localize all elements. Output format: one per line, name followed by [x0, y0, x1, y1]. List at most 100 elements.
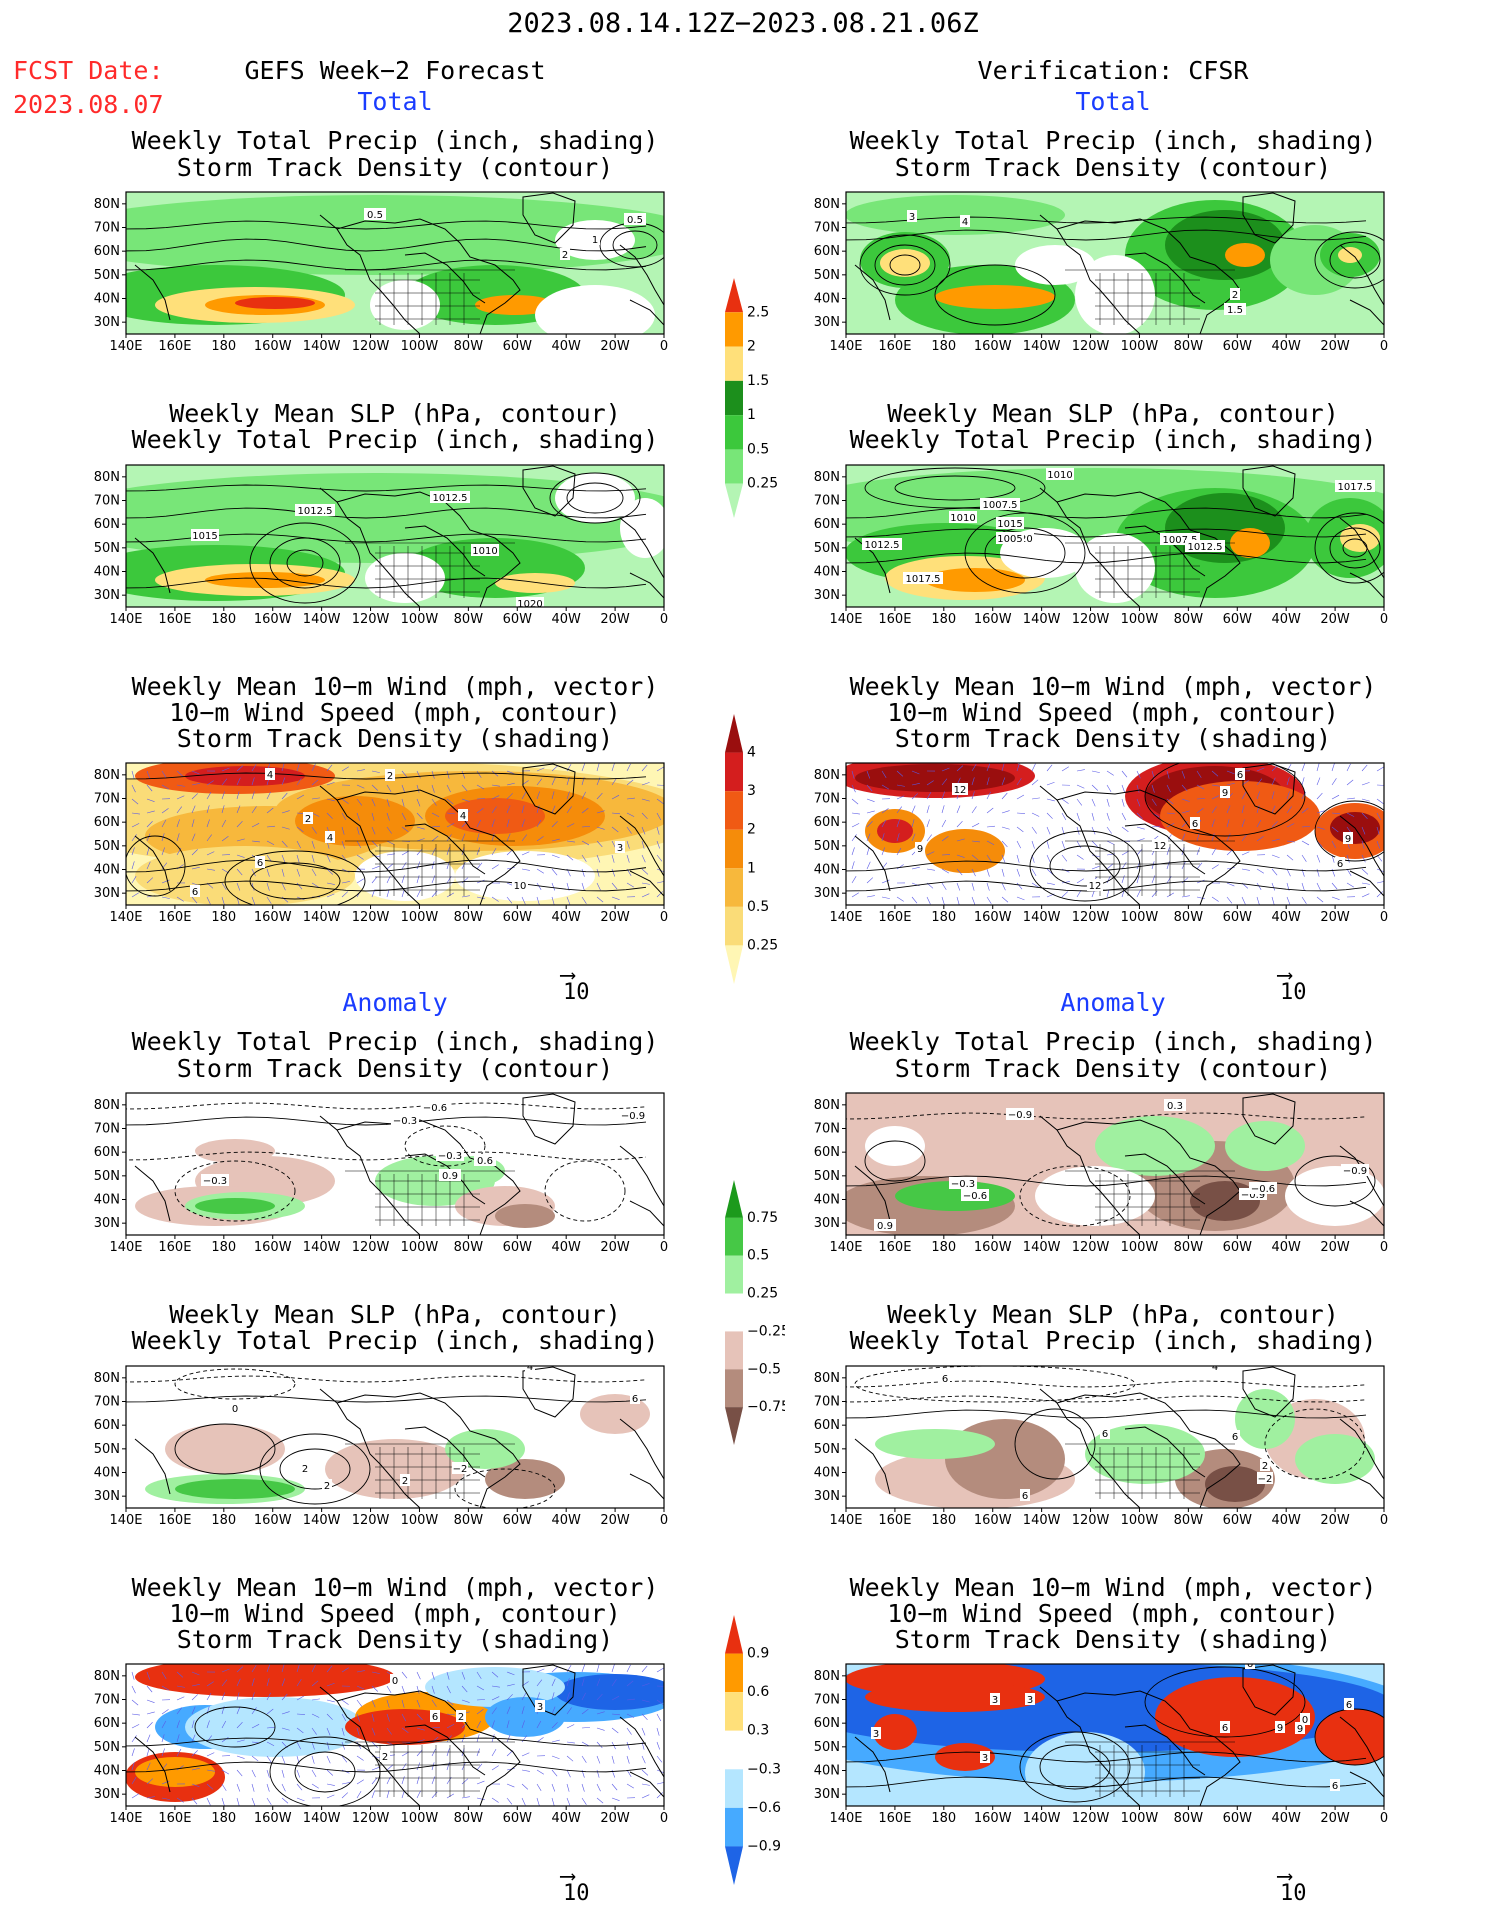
contour-label-bg	[430, 1710, 440, 1722]
wind-vector	[1016, 896, 1025, 901]
contour-label: 4	[962, 217, 968, 228]
contour-label-bg	[990, 1693, 1000, 1705]
wind-vector	[551, 1755, 560, 1760]
coastline	[1056, 1392, 1241, 1508]
wind-vector	[1271, 838, 1280, 842]
wind-vector	[941, 791, 945, 800]
lon-tick-label: 20W	[1320, 339, 1350, 354]
wind-vector	[566, 1769, 571, 1778]
contour-label-bg	[322, 1479, 332, 1491]
wind-vector	[1061, 891, 1069, 898]
contour-label-bg	[400, 1474, 410, 1486]
lat-tick-label: 30N	[814, 315, 840, 330]
contour-label: −0.9	[1343, 1166, 1367, 1177]
wind-vector	[326, 798, 335, 802]
wind-vector	[956, 882, 961, 891]
lon-tick-label: 40W	[551, 339, 581, 354]
wind-vector	[281, 826, 290, 830]
lat-tick-label: 70N	[94, 1395, 120, 1410]
wind-vector	[626, 854, 630, 863]
L1-title-2: Storm Track Density (contour)	[176, 153, 614, 182]
wind-vector	[281, 1755, 286, 1764]
contour-label: 1020	[517, 599, 542, 610]
wind-vector	[926, 868, 935, 871]
wind-vector	[251, 1707, 257, 1715]
wind-vector	[521, 1720, 525, 1729]
wind-vector	[1106, 770, 1114, 776]
wind-vector	[131, 812, 140, 815]
wind-vector	[551, 777, 556, 786]
wind-vector	[491, 1720, 495, 1729]
coastline	[629, 1200, 664, 1227]
shading-blob	[935, 285, 1055, 309]
wind-vector	[611, 826, 619, 833]
contour-label-bg	[452, 1462, 468, 1474]
colorbar-label: 2.5	[747, 304, 769, 320]
wind-vector	[551, 868, 558, 876]
wind-vector	[461, 770, 466, 779]
wind-vector	[386, 1713, 390, 1722]
wind-vector	[596, 1769, 600, 1778]
wind-vector	[971, 896, 976, 905]
wind-vector	[1211, 847, 1217, 856]
fcst-date-label: FCST Date:	[13, 56, 164, 85]
wind-vector	[911, 819, 915, 828]
wind-vector	[296, 1695, 305, 1701]
wind-vector	[1136, 848, 1143, 856]
wind-vector	[416, 861, 421, 870]
wind-vector	[311, 1727, 317, 1735]
contour-line	[846, 1776, 1367, 1788]
lon-tick-label: 80W	[1174, 1240, 1204, 1255]
contour-label-bg	[303, 812, 313, 824]
contour-label: 6	[257, 858, 263, 869]
wind-vector	[311, 1755, 315, 1764]
wind-vector	[851, 823, 860, 828]
wind-vector	[281, 777, 286, 786]
shading-blob	[195, 1139, 275, 1163]
wind-vector	[551, 791, 555, 800]
contour-label-bg	[190, 885, 200, 897]
wind-vector	[971, 806, 977, 814]
wind-vector	[1046, 854, 1051, 863]
wind-vector	[581, 826, 590, 828]
wind-vector	[341, 840, 345, 849]
wind-vector	[296, 840, 301, 849]
wind-vector	[1316, 810, 1325, 814]
lat-tick-label: 80N	[94, 1669, 120, 1684]
wind-vector	[221, 819, 227, 828]
wind-vector	[236, 1797, 240, 1806]
colorbar-swatch	[725, 312, 743, 347]
coastline	[1242, 1664, 1296, 1716]
wind-vector	[191, 1684, 200, 1687]
wind-vector	[1301, 854, 1307, 862]
contour-label-bg	[1245, 1664, 1255, 1669]
wind-vector	[1181, 770, 1186, 779]
wind-vector	[566, 1797, 571, 1806]
contour-label: 12	[1089, 881, 1102, 892]
wind-vector	[1031, 763, 1036, 772]
wind-vector	[506, 1768, 515, 1771]
L4-title-2: Storm Track Density (contour)	[176, 1054, 614, 1083]
wind-vector	[431, 1685, 435, 1694]
lat-tick-label: 70N	[814, 1395, 840, 1410]
wind-vector	[1121, 826, 1129, 833]
wind-vector	[416, 1762, 421, 1771]
wind-vector	[1181, 861, 1186, 870]
wind-vector	[1241, 791, 1247, 800]
wind-vector	[1331, 840, 1336, 849]
wind-vector	[281, 1783, 286, 1792]
colorbar-label: 0.25	[747, 476, 778, 492]
colorbar-storm-track-anomaly: 0.90.60.3−0.3−0.6−0.9	[725, 1615, 781, 1885]
wind-vector	[221, 896, 225, 905]
wind-vector	[581, 882, 585, 891]
wind-vector	[236, 1739, 245, 1743]
contour-line	[126, 577, 647, 589]
wind-vector	[401, 1699, 405, 1708]
wind-vector	[251, 1755, 259, 1762]
wind-vector	[326, 781, 335, 786]
right-anomaly-label: Anomaly	[1060, 988, 1166, 1017]
wind-vector	[146, 770, 151, 779]
lat-tick-label: 40N	[814, 1466, 840, 1481]
wind-vector	[1301, 882, 1305, 891]
